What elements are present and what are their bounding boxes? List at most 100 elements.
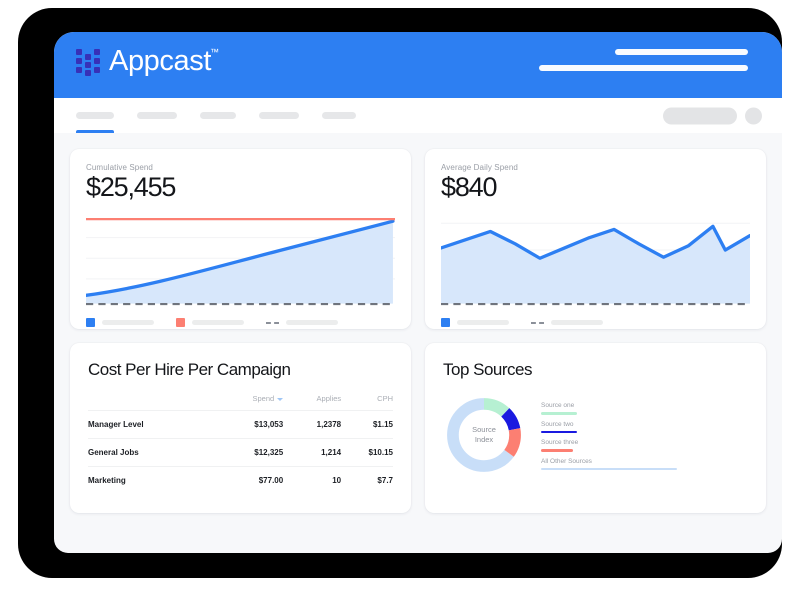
- donut-segment-source-one: [447, 398, 521, 472]
- cumulative-spend-value: $25,455: [86, 172, 176, 202]
- source-legend-item-other[interactable]: All Other Sources: [541, 457, 748, 470]
- nav-bar: [54, 98, 782, 133]
- app-header: Appcast ™: [54, 32, 782, 98]
- legend-entry-baseline[interactable]: [266, 320, 338, 326]
- legend-swatch-blue-icon: [86, 318, 95, 328]
- donut-center-line2: Index: [474, 435, 494, 444]
- legend-label-placeholder: [286, 320, 338, 326]
- source-two-label: Source two: [541, 420, 574, 428]
- average-daily-spend-card: Average Daily Spend $840: [425, 149, 766, 329]
- cell-applies: 1,214: [283, 438, 342, 467]
- cell-cph: $1.15: [341, 410, 393, 439]
- nav-tab-2-label: [137, 112, 177, 119]
- legend-label-placeholder: [457, 320, 509, 326]
- table-row[interactable]: General Jobs $12,325 1,214 $10.15: [88, 438, 393, 467]
- nav-tabs: [76, 98, 356, 133]
- average-daily-spend-legend: [441, 318, 750, 328]
- nav-tab-4[interactable]: [259, 98, 299, 133]
- source-one-bar: [541, 412, 577, 415]
- nav-tab-3-label: [200, 112, 236, 119]
- cell-applies: 1,2378: [283, 410, 342, 439]
- dashboard-body: Cumulative Spend $25,455: [54, 133, 782, 513]
- nav-tab-3[interactable]: [200, 98, 236, 133]
- top-sources-card: Top Sources Source: [425, 343, 766, 513]
- cost-per-hire-card: Cost Per Hire Per Campaign Spend Applies…: [70, 343, 411, 513]
- col-header-spend-label: Spend: [252, 394, 275, 403]
- legend-swatch-blue-icon: [441, 318, 450, 328]
- legend-entry-spend[interactable]: [86, 318, 154, 328]
- cell-spend: $13,053: [210, 410, 284, 439]
- cell-campaign: Manager Level: [88, 410, 210, 439]
- header-line-top: [615, 49, 748, 55]
- brand-logo[interactable]: Appcast ™: [76, 44, 219, 77]
- kpi-card-row: Cumulative Spend $25,455: [70, 149, 766, 329]
- nav-tab-1-label: [76, 112, 114, 119]
- brand-name: Appcast: [109, 44, 211, 77]
- cell-campaign: General Jobs: [88, 438, 210, 467]
- source-three-bar: [541, 449, 573, 452]
- source-two-bar: [541, 430, 577, 433]
- cell-cph: $7.7: [341, 466, 393, 494]
- all-other-sources-label: All Other Sources: [541, 457, 592, 465]
- brand-trademark: ™: [210, 47, 219, 57]
- table-header-row: Spend Applies CPH: [88, 394, 394, 411]
- donut-center-label: Source Index: [443, 394, 525, 476]
- cell-spend: $77.00: [210, 466, 284, 494]
- legend-dash-icon: [531, 321, 544, 324]
- nav-tab-2[interactable]: [137, 98, 177, 133]
- nav-action-button[interactable]: [663, 107, 737, 124]
- device-frame: Appcast ™: [18, 8, 782, 578]
- legend-entry-target[interactable]: [176, 318, 244, 328]
- legend-entry-baseline[interactable]: [531, 320, 603, 326]
- cumulative-spend-label: Cumulative Spend: [86, 163, 153, 172]
- nav-right-controls: [663, 107, 762, 124]
- source-legend-item-two[interactable]: Source two: [541, 420, 748, 433]
- cell-applies: 10: [283, 466, 342, 494]
- nav-tab-5-label: [322, 112, 356, 119]
- source-three-label: Source three: [541, 439, 579, 446]
- sort-descending-icon[interactable]: [277, 397, 284, 401]
- average-daily-spend-label: Average Daily Spend: [441, 163, 518, 172]
- table-row[interactable]: Manager Level $13,053 1,2378 $1.15: [88, 410, 393, 439]
- top-sources-legend: Source one Source two Source three: [541, 400, 748, 470]
- cumulative-spend-legend: [86, 318, 395, 328]
- legend-label-placeholder: [102, 320, 154, 326]
- nav-tab-1[interactable]: [76, 98, 114, 133]
- table-row[interactable]: Marketing $77.00 10 $7.7: [88, 466, 393, 494]
- nav-tab-5[interactable]: [322, 98, 356, 133]
- cell-campaign: Marketing: [88, 466, 210, 494]
- cumulative-spend-chart[interactable]: [86, 215, 395, 310]
- appcast-grid-logo-icon: [76, 49, 100, 76]
- source-one-label: Source one: [541, 402, 575, 409]
- col-header-campaign: [88, 394, 210, 411]
- cell-spend: $12,325: [210, 438, 284, 467]
- legend-dash-icon: [266, 321, 279, 324]
- legend-label-placeholder: [551, 320, 603, 326]
- col-header-spend[interactable]: Spend: [210, 394, 284, 411]
- col-header-applies[interactable]: Applies: [316, 394, 342, 403]
- top-sources-donut[interactable]: Source Index: [443, 394, 525, 476]
- cost-per-hire-table: Spend Applies CPH Manager Level $13,053 …: [88, 394, 393, 494]
- average-daily-spend-chart[interactable]: [441, 215, 750, 310]
- user-avatar[interactable]: [745, 107, 762, 124]
- top-sources-body: Source Index Source one Source two: [443, 394, 748, 476]
- source-legend-item-one[interactable]: Source one: [541, 402, 748, 415]
- all-other-sources-bar: [541, 467, 677, 470]
- top-sources-title: Top Sources: [443, 360, 533, 379]
- donut-segment-source-three: [447, 398, 521, 472]
- legend-entry-spend[interactable]: [441, 318, 509, 328]
- source-legend-item-three[interactable]: Source three: [541, 439, 748, 452]
- cumulative-spend-card: Cumulative Spend $25,455: [70, 149, 411, 329]
- cell-cph: $10.15: [341, 438, 393, 467]
- nav-tab-4-label: [259, 112, 299, 119]
- panel-card-row: Cost Per Hire Per Campaign Spend Applies…: [70, 343, 766, 513]
- header-line-bottom: [539, 65, 748, 71]
- device-screen: Appcast ™: [54, 32, 782, 553]
- average-daily-spend-value: $840: [441, 172, 497, 202]
- header-placeholder-lines: [539, 49, 748, 71]
- cost-per-hire-title: Cost Per Hire Per Campaign: [88, 360, 291, 379]
- col-header-cph[interactable]: CPH: [377, 394, 393, 403]
- legend-label-placeholder: [192, 320, 244, 326]
- donut-center-line1: Source: [472, 424, 496, 434]
- legend-swatch-coral-icon: [176, 318, 185, 328]
